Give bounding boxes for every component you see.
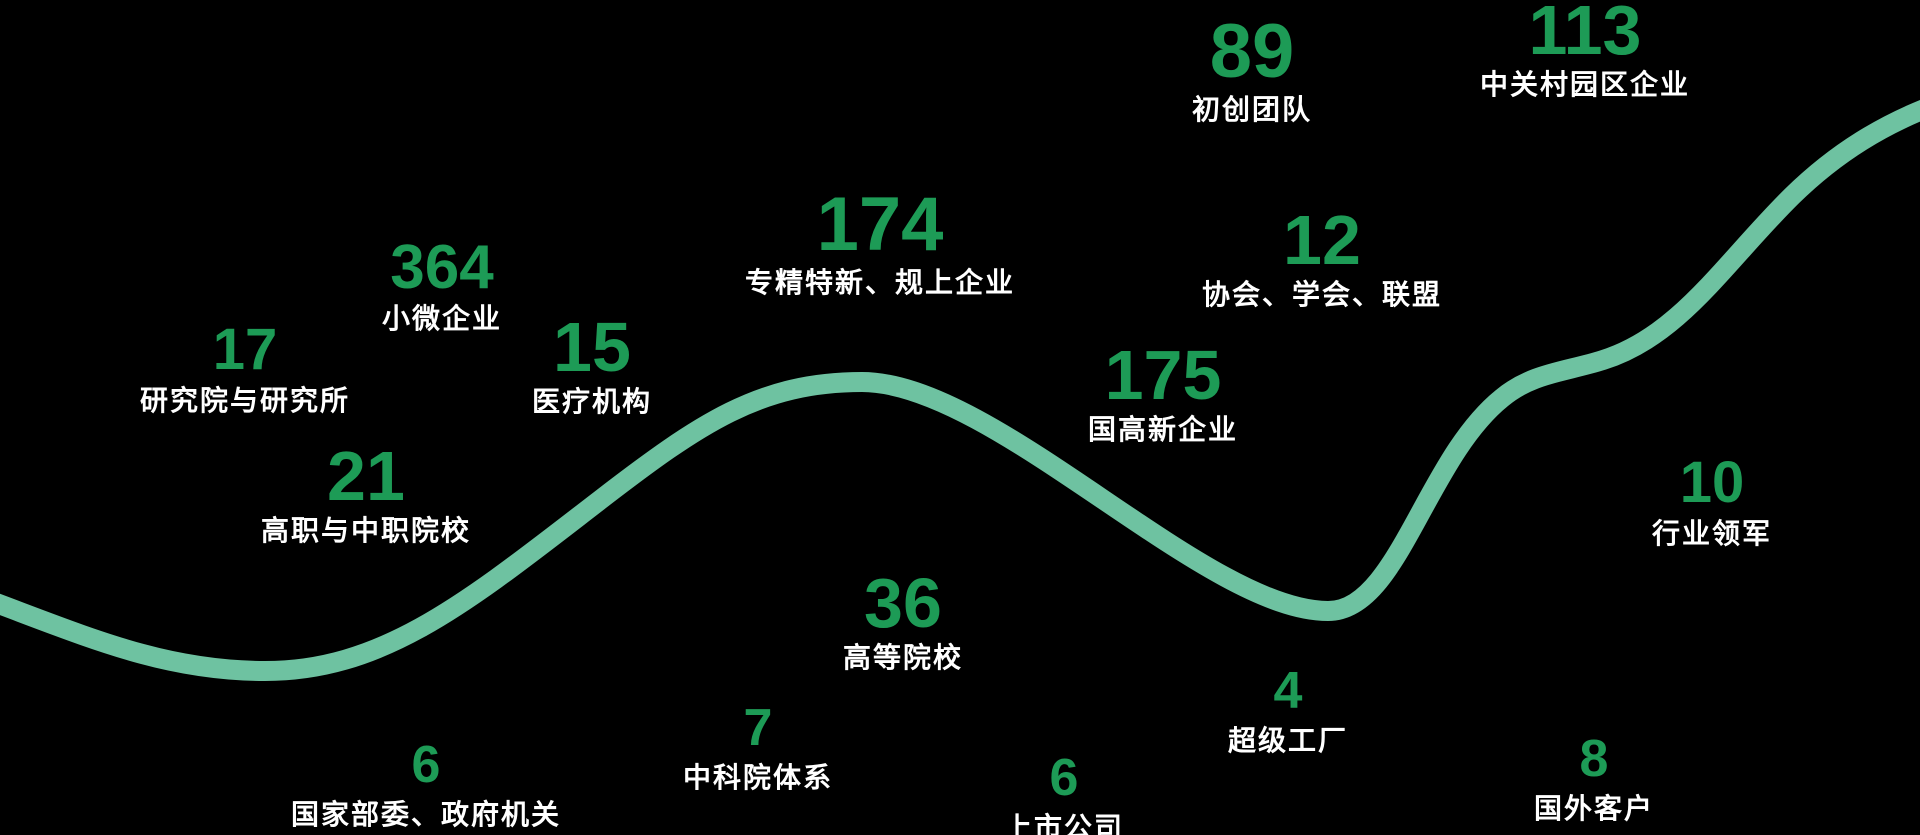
stat-label: 上市公司 — [1003, 812, 1125, 835]
stat-label: 研究院与研究所 — [139, 385, 351, 416]
stat-item-yanjiuyuan: 17 研究院与研究所 — [140, 321, 350, 417]
stat-item-zhongkeyuan: 7 中科院体系 — [683, 702, 833, 794]
stat-value: 10 — [1679, 450, 1745, 515]
stat-item-shangshi: 6 上市公司 — [1004, 752, 1124, 835]
stat-value: 89 — [1209, 9, 1295, 94]
stat-item-yiliao: 15 医疗机构 — [532, 312, 652, 418]
stat-value: 21 — [327, 437, 405, 515]
stat-label: 国外客户 — [1533, 793, 1655, 824]
stat-label: 中科院体系 — [682, 762, 834, 793]
stat-item-xiaowei: 364 小微企业 — [382, 237, 502, 335]
stat-value: 17 — [212, 317, 278, 382]
stat-item-guogaoxin: 175 国高新企业 — [1088, 340, 1238, 446]
stat-item-gaozhi: 21 高职与中职院校 — [261, 441, 471, 547]
stat-item-hangye: 10 行业领军 — [1652, 454, 1772, 550]
stat-item-chuchuang: 89 初创团队 — [1192, 14, 1312, 126]
stat-value: 8 — [1579, 730, 1609, 788]
stat-item-guojiabuwei: 6 国家部委、政府机关 — [291, 739, 561, 831]
stat-value: 6 — [1049, 749, 1079, 807]
stat-value: 113 — [1528, 0, 1642, 69]
stat-label: 协会、学会、联盟 — [1201, 279, 1443, 310]
stat-label: 高等院校 — [842, 642, 964, 673]
stat-item-xiehui: 12 协会、学会、联盟 — [1202, 205, 1442, 311]
stat-label: 国家部委、政府机关 — [290, 799, 562, 830]
stat-value: 175 — [1104, 336, 1222, 414]
stat-item-gaodeng: 36 高等院校 — [843, 568, 963, 674]
stat-label: 小微企业 — [381, 303, 503, 334]
stat-label: 初创团队 — [1191, 94, 1313, 125]
stat-value: 364 — [390, 233, 494, 302]
stat-label: 超级工厂 — [1227, 725, 1349, 756]
stat-item-guowai: 8 国外客户 — [1534, 733, 1654, 825]
stat-value: 15 — [553, 308, 631, 386]
stat-item-zhuanjingtexin: 174 专精特新、规上企业 — [745, 187, 1015, 299]
stat-value: 174 — [816, 182, 944, 267]
stat-item-zhongguancun: 113 中关村园区企业 — [1480, 0, 1690, 101]
stat-label: 行业领军 — [1651, 518, 1773, 549]
stat-value: 36 — [864, 564, 942, 642]
stat-value: 7 — [743, 699, 773, 757]
stat-value: 4 — [1273, 662, 1303, 720]
stat-label: 专精特新、规上企业 — [744, 267, 1016, 298]
stat-label: 国高新企业 — [1087, 414, 1239, 445]
wave-curve-path — [0, 100, 1920, 682]
stat-label: 医疗机构 — [531, 386, 653, 417]
stat-value: 12 — [1283, 201, 1361, 279]
stat-label: 高职与中职院校 — [260, 515, 472, 546]
stat-value: 6 — [411, 736, 441, 794]
stat-item-chaoji: 4 超级工厂 — [1228, 665, 1348, 757]
stat-label: 中关村园区企业 — [1479, 69, 1691, 100]
